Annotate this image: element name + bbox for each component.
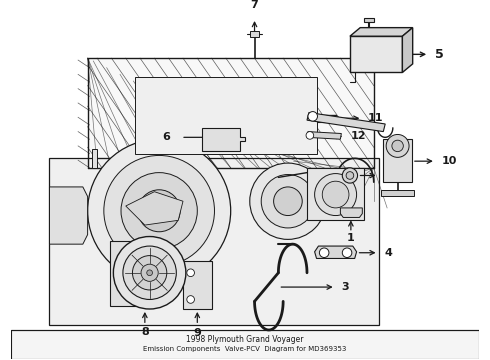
Text: 12: 12 bbox=[351, 131, 367, 141]
Polygon shape bbox=[126, 192, 183, 225]
Text: 2: 2 bbox=[384, 171, 392, 180]
Text: 11: 11 bbox=[368, 113, 384, 123]
Bar bbox=[307, 168, 364, 220]
Text: 1: 1 bbox=[347, 233, 355, 243]
Circle shape bbox=[138, 190, 180, 232]
Circle shape bbox=[121, 172, 197, 249]
Circle shape bbox=[132, 256, 167, 290]
Text: 4: 4 bbox=[384, 248, 392, 258]
Polygon shape bbox=[307, 132, 342, 139]
Circle shape bbox=[306, 132, 314, 139]
Bar bbox=[110, 241, 136, 306]
Text: Emission Components  Valve-PCV  Diagram for MD369353: Emission Components Valve-PCV Diagram fo… bbox=[143, 346, 347, 352]
Text: 7: 7 bbox=[251, 0, 258, 10]
Circle shape bbox=[187, 269, 195, 276]
Polygon shape bbox=[49, 187, 88, 244]
Polygon shape bbox=[135, 77, 317, 154]
Bar bbox=[364, 18, 374, 22]
Circle shape bbox=[88, 139, 231, 282]
Bar bbox=[11, 330, 479, 359]
Circle shape bbox=[386, 135, 409, 157]
Circle shape bbox=[346, 172, 354, 179]
Polygon shape bbox=[93, 149, 97, 168]
Text: 5: 5 bbox=[435, 48, 443, 61]
Text: 9: 9 bbox=[194, 328, 201, 338]
Text: 1998 Plymouth Grand Voyager: 1998 Plymouth Grand Voyager bbox=[186, 335, 304, 344]
Text: 6: 6 bbox=[163, 132, 171, 142]
Text: 10: 10 bbox=[441, 156, 457, 166]
Bar bbox=[183, 261, 212, 309]
Circle shape bbox=[343, 248, 352, 257]
Polygon shape bbox=[88, 58, 374, 168]
Polygon shape bbox=[402, 28, 413, 72]
Circle shape bbox=[104, 156, 215, 266]
Polygon shape bbox=[383, 139, 412, 182]
Circle shape bbox=[141, 264, 158, 282]
Bar bbox=[250, 31, 259, 37]
Circle shape bbox=[250, 163, 326, 239]
Circle shape bbox=[147, 270, 152, 276]
Circle shape bbox=[392, 140, 403, 152]
Polygon shape bbox=[350, 36, 402, 72]
Circle shape bbox=[343, 168, 358, 183]
Circle shape bbox=[123, 246, 176, 300]
Polygon shape bbox=[202, 128, 245, 151]
Text: 3: 3 bbox=[342, 282, 349, 292]
Circle shape bbox=[273, 187, 302, 216]
Polygon shape bbox=[341, 208, 362, 217]
Circle shape bbox=[187, 296, 195, 303]
Polygon shape bbox=[49, 158, 379, 325]
Circle shape bbox=[322, 181, 349, 208]
Circle shape bbox=[358, 59, 365, 67]
Circle shape bbox=[315, 174, 357, 216]
Polygon shape bbox=[307, 113, 385, 132]
Bar bbox=[381, 190, 414, 195]
Circle shape bbox=[358, 45, 365, 53]
Circle shape bbox=[113, 237, 186, 309]
Polygon shape bbox=[350, 28, 413, 36]
Circle shape bbox=[308, 112, 318, 121]
Polygon shape bbox=[315, 246, 357, 258]
Circle shape bbox=[261, 175, 315, 228]
Text: 8: 8 bbox=[141, 327, 149, 337]
Circle shape bbox=[319, 248, 329, 257]
